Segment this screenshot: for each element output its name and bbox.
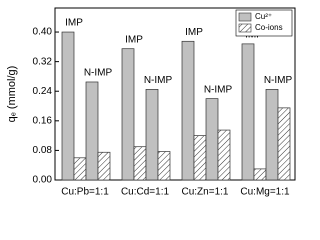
bar: [73, 157, 87, 181]
y-tick-label: 0.40: [33, 27, 53, 38]
bar-annotation: IMP: [125, 34, 143, 45]
bar: [61, 31, 75, 181]
chart: qₑ (mmol/g) 0.00 0.08 0.16 0.24 0.32 0.40 Cu:P…: [6, 7, 296, 198]
y-axis-label: qₑ (mmol/g): [6, 66, 18, 123]
x-tick-label: Cu:Mg=1:1: [240, 187, 290, 198]
bar-annotation: N-IMP: [204, 84, 233, 95]
bar-annotation: IMP: [65, 18, 83, 29]
bar: [205, 98, 219, 181]
bar: [97, 151, 111, 181]
bar: [157, 151, 171, 181]
legend-swatch: [238, 12, 252, 22]
x-tick-label: Cu:Pb=1:1: [61, 187, 109, 198]
bar-annotation: N-IMP: [264, 75, 293, 86]
bar: [145, 89, 159, 181]
y-tick-label: 0.32: [33, 56, 53, 67]
legend-label: Co-ions: [255, 23, 283, 32]
bar: [193, 135, 207, 181]
bar: [253, 168, 267, 181]
bar-annotation: IMP: [185, 27, 203, 38]
bar: [133, 146, 147, 181]
x-tick-label: Cu:Cd=1:1: [121, 187, 170, 198]
y-tick-label: 0.08: [33, 145, 53, 156]
x-tick-label: Cu:Zn=1:1: [182, 187, 229, 198]
y-tick-label: 0.00: [33, 175, 53, 186]
bar: [85, 81, 99, 181]
bar: [217, 129, 231, 181]
legend-label: Cu²⁺: [255, 12, 272, 21]
bar-annotation: N-IMP: [84, 68, 113, 79]
y-tick-label: 0.16: [33, 115, 53, 126]
bar: [241, 43, 255, 181]
bar-annotation: N-IMP: [144, 75, 173, 86]
bar: [265, 89, 279, 181]
plot-frame: [54, 7, 296, 181]
bar: [277, 107, 291, 181]
y-tick-label: 0.24: [33, 86, 53, 97]
legend-swatch: [238, 23, 252, 33]
bar: [181, 40, 195, 181]
bar: [121, 48, 135, 181]
